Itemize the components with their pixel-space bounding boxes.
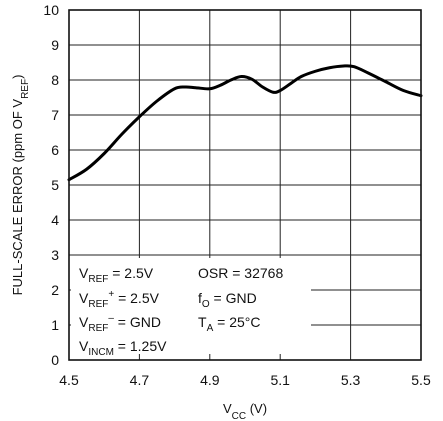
- y-tick-label: 6: [51, 142, 59, 158]
- y-tick-label: 0: [51, 352, 59, 368]
- x-tick-label: 4.9: [200, 372, 220, 388]
- condition-text: OSR = 32768: [198, 265, 283, 281]
- y-tick-label: 7: [51, 107, 59, 123]
- y-axis-label: FULL-SCALE ERROR (ppm OF VREF): [10, 75, 31, 296]
- x-tick-label: 5.1: [270, 372, 290, 388]
- y-tick-label: 5: [51, 177, 59, 193]
- y-tick-labels: 0 1 2 3 4 5 6 7 8 9 10: [43, 2, 59, 368]
- x-tick-label: 5.5: [411, 372, 431, 388]
- x-tick-label: 5.3: [341, 372, 361, 388]
- y-tick-label: 9: [51, 37, 59, 53]
- x-tick-label: 4.7: [130, 372, 150, 388]
- y-tick-label: 3: [51, 247, 59, 263]
- x-axis-label: VCC (V): [223, 401, 267, 421]
- y-tick-label: 8: [51, 72, 59, 88]
- x-tick-label: 4.5: [59, 372, 79, 388]
- x-tick-labels: 4.5 4.7 4.9 5.1 5.3 5.5: [59, 372, 431, 388]
- y-tick-label: 4: [51, 212, 59, 228]
- y-tick-label: 10: [43, 2, 59, 18]
- y-tick-label: 1: [51, 317, 59, 333]
- series-line: [69, 66, 421, 180]
- y-tick-label: 2: [51, 282, 59, 298]
